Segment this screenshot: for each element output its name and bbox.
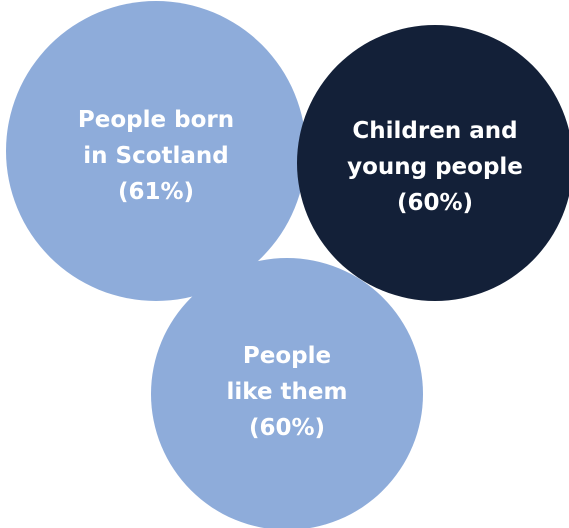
label-line: in Scotland <box>83 143 229 169</box>
circle-label: People born in Scotland (61%) <box>78 102 234 210</box>
label-line: People <box>242 343 332 369</box>
label-line: People born <box>77 107 235 133</box>
circle-label: Children and young people (60%) <box>347 113 523 221</box>
circle-people-born-in-scotland: People born in Scotland (61%) <box>6 1 306 301</box>
label-line: young people <box>347 154 523 180</box>
circle-label: People like them (60%) <box>227 338 348 446</box>
label-line: like them <box>226 379 348 405</box>
circle-people-like-them: People like them (60%) <box>151 258 423 528</box>
label-line: Children and <box>352 118 518 144</box>
label-percentage: (61%) <box>117 179 195 205</box>
circle-children-and-young-people: Children and young people (60%) <box>297 25 569 301</box>
label-percentage: (60%) <box>396 190 474 216</box>
label-percentage: (60%) <box>248 415 326 441</box>
